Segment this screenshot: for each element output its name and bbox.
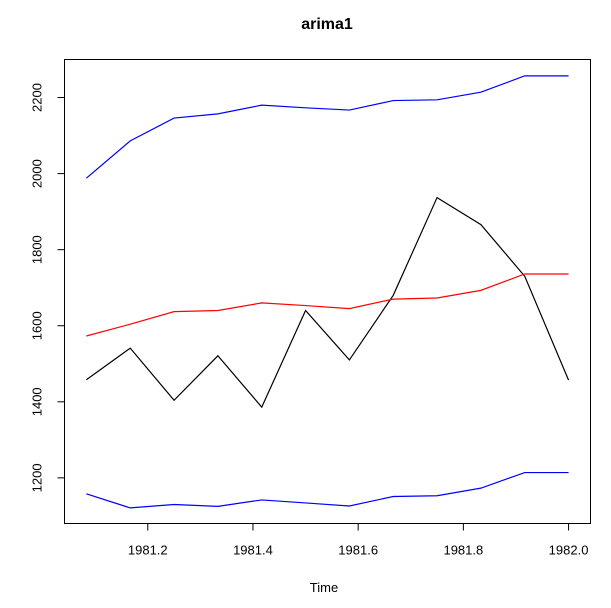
- y-tick-label: 2000: [30, 159, 45, 188]
- x-axis: 1981.2 1981.4 1981.6 1981.8 1982.0: [128, 523, 589, 558]
- y-tick-label: 1600: [30, 311, 45, 340]
- series-line-1: [86, 196, 570, 409]
- x-tick-label: 1982.0: [549, 543, 589, 558]
- series-line-2: [86, 273, 569, 337]
- x-axis-label: Time: [310, 580, 338, 595]
- y-tick-label: 2200: [30, 83, 45, 112]
- y-tick-label: 1400: [30, 387, 45, 416]
- plot-area-border: [64, 59, 591, 524]
- chart-title: arima1: [301, 16, 353, 33]
- x-tick-label: 1981.6: [338, 543, 378, 558]
- y-tick-label: 1200: [30, 463, 45, 492]
- series-line-3: [85, 75, 569, 179]
- x-tick-label: 1981.4: [233, 543, 273, 558]
- x-tick-label: 1981.2: [128, 543, 168, 558]
- y-tick-label: 1800: [30, 235, 45, 264]
- y-axis: 1200 1400 1600 1800 2000 2200: [30, 83, 65, 492]
- series-layer: [85, 75, 570, 509]
- x-tick-label: 1981.8: [443, 543, 483, 558]
- series-line-4: [86, 471, 569, 509]
